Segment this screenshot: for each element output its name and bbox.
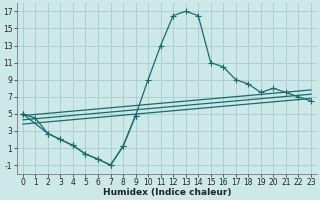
- X-axis label: Humidex (Indice chaleur): Humidex (Indice chaleur): [103, 188, 231, 197]
